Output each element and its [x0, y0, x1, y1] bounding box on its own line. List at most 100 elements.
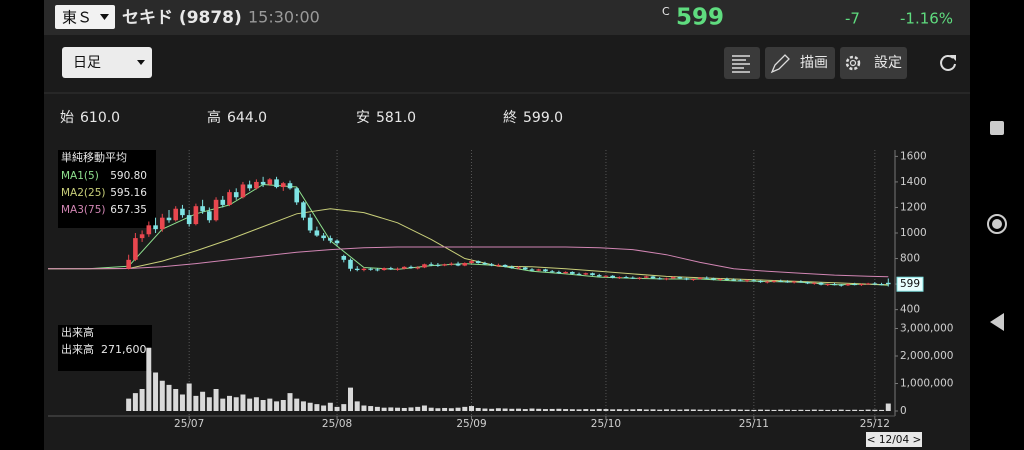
moving-average [48, 246, 889, 278]
summary-label: 高 [207, 109, 221, 126]
nav-back[interactable] [990, 313, 1004, 331]
candle-body [126, 259, 131, 269]
volume-bar [354, 401, 360, 411]
y-tick-label: 3,000,000 [900, 323, 953, 335]
candle-body [556, 271, 562, 274]
candle-body [563, 271, 568, 274]
volume-bar [495, 408, 501, 411]
volume-bar [616, 409, 622, 411]
volume-bar [590, 409, 595, 411]
candle-body [227, 192, 232, 205]
change-percent: -1.16% [900, 10, 953, 28]
period: 日足 [73, 55, 101, 71]
refresh-icon[interactable] [940, 55, 956, 71]
volume-bar [502, 408, 508, 411]
volume-bar [637, 409, 643, 411]
candle-body [509, 266, 515, 269]
candle-body [785, 281, 790, 283]
candle-body [408, 266, 414, 269]
candle-body [798, 281, 804, 283]
candle-body [348, 259, 353, 269]
volume-bar [280, 400, 286, 411]
market-select[interactable] [55, 5, 115, 29]
volume-bar [542, 409, 548, 411]
candle-body [872, 283, 878, 285]
volume-bar [643, 409, 649, 411]
nav-recents[interactable] [990, 121, 1004, 135]
volume-bar [267, 398, 273, 411]
x-tick-label: 25/07 [174, 418, 204, 430]
candle-body [650, 276, 656, 279]
volume-bar [556, 408, 562, 411]
candle-body [321, 235, 326, 239]
candle-body [630, 277, 636, 279]
volume-bar [805, 409, 811, 411]
candle-body [186, 215, 192, 225]
volume-bar [603, 409, 609, 411]
volume-bar [865, 409, 871, 411]
x-tick-label: 25/10 [591, 418, 621, 430]
volume-bar [630, 409, 636, 411]
candle-body [764, 281, 770, 283]
volume-bar [576, 409, 582, 411]
candle-body [677, 277, 683, 279]
volume-bar [146, 347, 152, 411]
candle-body [502, 264, 508, 267]
legend-name: MA2(25) [61, 187, 105, 199]
candle-body [825, 284, 831, 286]
candle-body [603, 275, 609, 277]
summary-label: 始 [60, 110, 74, 126]
volume-bar [139, 389, 145, 411]
candle-body [496, 264, 501, 266]
candle-body [865, 283, 871, 285]
moving-average [48, 208, 889, 286]
candle-body [301, 202, 306, 218]
candle-body [388, 268, 394, 270]
candle-body [287, 183, 293, 189]
candle-body [670, 277, 676, 279]
y-tick-label: 800 [900, 253, 920, 265]
candle-body [610, 275, 615, 278]
pencil-icon [770, 54, 790, 74]
ma-legend-box [58, 150, 156, 228]
candle-body [536, 269, 542, 271]
volume-bar [361, 405, 367, 411]
candle-body [455, 263, 461, 266]
candle-body [254, 181, 259, 189]
last-price: 599 [900, 278, 920, 290]
draw-button[interactable] [765, 47, 835, 79]
cursor-date-box [866, 432, 922, 447]
list-button[interactable] [724, 47, 760, 79]
volume-bar [374, 406, 380, 411]
candle-body [664, 278, 669, 280]
volume-bar [751, 409, 757, 411]
y-tick-label: 1600 [900, 150, 927, 162]
volume-legend-box [58, 325, 152, 371]
volume-bar [811, 409, 817, 411]
settings-label: 設定 [874, 55, 902, 71]
volume-bar [200, 391, 206, 411]
nav-home[interactable] [987, 214, 1007, 234]
candle-body [207, 211, 212, 221]
volume-bar [885, 403, 891, 411]
y-tick-label: 1200 [900, 201, 927, 213]
candle-body [375, 269, 380, 271]
volume-bar [489, 408, 495, 411]
volume-bar [818, 409, 824, 411]
y-tick-label: 2,000,000 [900, 350, 953, 362]
candle-body [516, 267, 521, 269]
y-tick-label: 1400 [900, 176, 927, 188]
volume-bar [408, 407, 414, 411]
candle-body [596, 275, 602, 277]
candle-body [522, 267, 528, 270]
candle-body [442, 264, 447, 266]
candle-body [166, 217, 172, 221]
volume-bar [690, 409, 696, 411]
period-select[interactable] [62, 47, 152, 78]
candle-body [697, 277, 703, 279]
volume-bar [132, 393, 138, 411]
volume-bar [825, 409, 831, 411]
candle-body [341, 255, 347, 260]
settings-button[interactable] [840, 47, 907, 79]
legend-value: 271,600 [101, 343, 147, 356]
